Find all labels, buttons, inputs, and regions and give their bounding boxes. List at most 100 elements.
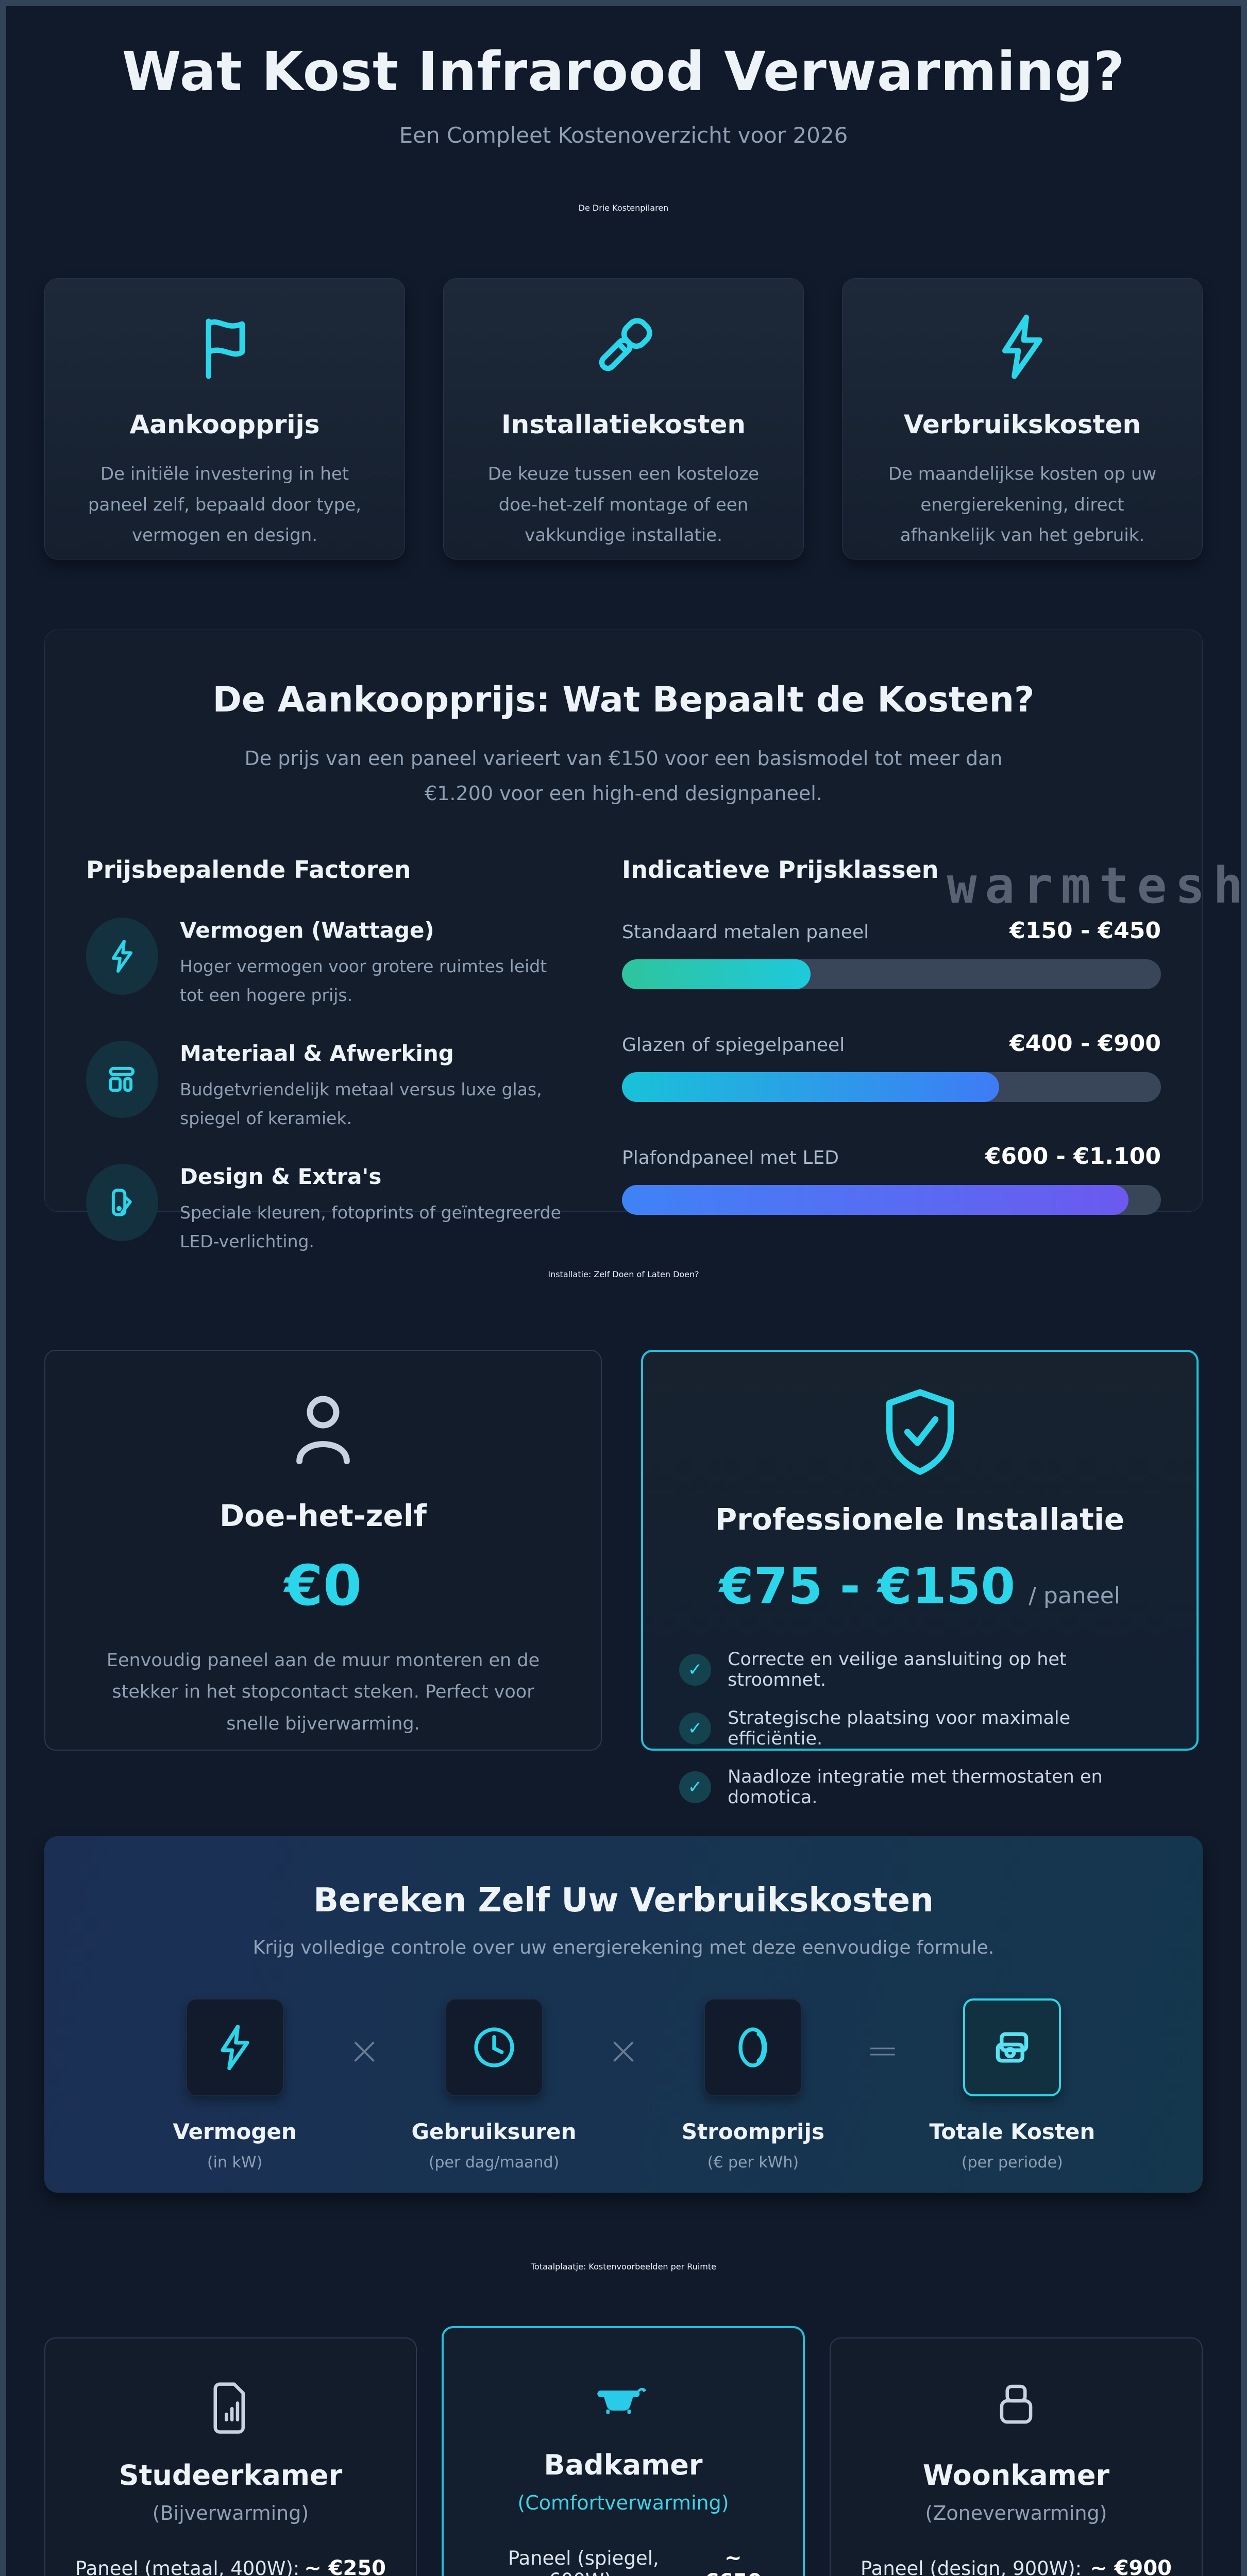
price-bar-label: Standaard metalen paneel bbox=[622, 921, 869, 943]
formula-unit-vermogen: Vermogen (in kW) bbox=[147, 1998, 323, 2172]
pro-check-item: ✓ Correcte en veilige aansluiting op het… bbox=[679, 1649, 1160, 1690]
clock-icon bbox=[445, 1998, 543, 2096]
cost-value: ~ €250 bbox=[304, 2556, 386, 2576]
example-title: Badkamer bbox=[544, 2449, 703, 2481]
example-subtitle: (Comfortverwarming) bbox=[517, 2492, 729, 2514]
pro-check-item: ✓ Strategische plaatsing voor maximale e… bbox=[679, 1708, 1160, 1749]
pro-card: Professionele Installatie €75 - €150 / p… bbox=[641, 1350, 1199, 1808]
cost-label: Paneel (design, 900W): bbox=[861, 2557, 1082, 2576]
check-text: Naadloze integratie met thermostaten en … bbox=[728, 1767, 1103, 1808]
panels-icon bbox=[86, 1040, 158, 1118]
diy-card: Doe-het-zelf €0 Eenvoudig paneel aan de … bbox=[44, 1350, 602, 1751]
price-bar-track bbox=[622, 959, 1161, 989]
euro-coin-icon bbox=[704, 1998, 802, 2096]
cost-row: Paneel (spiegel, 600W): ~ €650 bbox=[474, 2546, 773, 2576]
check-text: Correcte en veilige aansluiting op het s… bbox=[728, 1649, 1067, 1690]
factor-item-design: Design & Extra's Speciale kleuren, fotop… bbox=[86, 1164, 576, 1256]
formula-label: Gebruiksuren bbox=[411, 2119, 577, 2144]
price-bar-range: €150 - €450 bbox=[1009, 917, 1161, 944]
price-bar-fill bbox=[622, 1184, 1129, 1215]
pillar-card-installatiekosten: Installatiekosten De keuze tussen een ko… bbox=[443, 278, 804, 560]
price-bar-range: €600 - €1.100 bbox=[985, 1143, 1161, 1170]
price-bar-fill bbox=[622, 1072, 1000, 1102]
person-icon bbox=[279, 1386, 367, 1473]
factor-text: Budgetvriendelijk metaal versus luxe gla… bbox=[180, 1079, 542, 1129]
formula-sublabel: (in kW) bbox=[207, 2154, 263, 2172]
page-subtitle: Een Compleet Kostenoverzicht voor 2026 bbox=[399, 123, 848, 148]
factors-heading: Prijsbepalende Factoren bbox=[86, 855, 411, 884]
pillar-title: Verbruikskosten bbox=[903, 410, 1141, 439]
pillar-card-aankoopprijs: Aankoopprijs De initiële investering in … bbox=[44, 278, 405, 560]
check-icon: ✓ bbox=[679, 1654, 711, 1686]
purchase-subtitle: De prijs van een paneel varieert van €15… bbox=[244, 747, 1003, 805]
pillars-row: Aankoopprijs De initiële investering in … bbox=[44, 278, 1203, 560]
purchase-title: De Aankoopprijs: Wat Bepaalt de Kosten? bbox=[212, 680, 1035, 720]
example-card-woonkamer: Woonkamer (Zoneverwarming) Paneel (desig… bbox=[830, 2337, 1203, 2576]
lightning-bolt-icon bbox=[989, 311, 1056, 383]
diy-price: €0 bbox=[284, 1554, 362, 1618]
cost-label: Paneel (spiegel, 600W): bbox=[508, 2547, 659, 2576]
cost-row: Paneel (metaal, 400W): ~ €250 bbox=[75, 2556, 386, 2576]
purchase-section: warmtesh De Aankoopprijs: Wat Bepaalt de… bbox=[44, 630, 1241, 1251]
equals-operator: = bbox=[866, 2027, 899, 2073]
formula-sublabel: (per periode) bbox=[961, 2154, 1063, 2172]
cost-row: Paneel (design, 900W): ~ €900 bbox=[861, 2556, 1172, 2576]
check-icon: ✓ bbox=[679, 1713, 711, 1744]
example-subtitle: (Zoneverwarming) bbox=[925, 2502, 1107, 2524]
price-ranges-heading: Indicatieve Prijsklassen bbox=[622, 855, 939, 884]
factor-item-materiaal: Materiaal & Afwerking Budgetvriendelijk … bbox=[86, 1040, 576, 1133]
armchair-icon bbox=[988, 2380, 1044, 2435]
watermark: warmtesh bbox=[947, 857, 1247, 914]
check-icon: ✓ bbox=[679, 1771, 711, 1803]
lightning-bolt-icon bbox=[186, 1998, 284, 2096]
pro-check-item: ✓ Naadloze integratie met thermostaten e… bbox=[679, 1767, 1160, 1808]
diy-text: Eenvoudig paneel aan de muur monteren en… bbox=[106, 1650, 540, 1734]
pillar-text: De initiële investering in het paneel ze… bbox=[88, 464, 362, 546]
pro-price: €75 - €150 bbox=[719, 1557, 1016, 1615]
factor-title: Materiaal & Afwerking bbox=[180, 1040, 454, 1066]
formula-unit-gebruiksuren: Gebruiksuren (per dag/maand) bbox=[407, 1998, 582, 2172]
price-bar-fill bbox=[622, 959, 811, 989]
formula-sublabel: (€ per kWh) bbox=[707, 2154, 799, 2172]
pro-title: Professionele Installatie bbox=[715, 1502, 1125, 1537]
formula-unit-totale-kosten: Totale Kosten (per periode) bbox=[924, 1998, 1100, 2172]
price-bar-group: Standaard metalen paneel €150 - €450 bbox=[622, 918, 1161, 989]
price-factors-column: Prijsbepalende Factoren Vermogen (Wattag… bbox=[86, 856, 576, 1287]
price-bar-range: €400 - €900 bbox=[1009, 1030, 1161, 1057]
example-title: Studeerkamer bbox=[119, 2459, 343, 2492]
file-chart-icon bbox=[203, 2380, 259, 2435]
example-title: Woonkamer bbox=[922, 2459, 1110, 2492]
formula-unit-stroomprijs: Stroomprijs (€ per kWh) bbox=[665, 1998, 840, 2172]
formula-label: Totale Kosten bbox=[929, 2119, 1096, 2144]
header: Wat Kost Infrarood Verwarming? Een Compl… bbox=[6, 40, 1241, 148]
pillars-section-title: De Drie Kostenpilaren bbox=[578, 203, 669, 213]
bathtub-icon bbox=[593, 2369, 654, 2425]
pillar-text: De keuze tussen een kosteloze doe-het-ze… bbox=[487, 464, 760, 546]
pro-price-unit: / paneel bbox=[1029, 1583, 1121, 1609]
formula-sublabel: (per dag/maand) bbox=[428, 2154, 560, 2172]
factor-title: Design & Extra's bbox=[180, 1164, 382, 1190]
page-title: Wat Kost Infrarood Verwarming? bbox=[122, 40, 1125, 103]
factor-text: Hoger vermogen voor grotere ruimtes leid… bbox=[180, 956, 547, 1005]
multiply-operator: × bbox=[348, 2027, 381, 2073]
factor-item-vermogen: Vermogen (Wattage) Hoger vermogen voor g… bbox=[86, 917, 576, 1010]
flag-icon bbox=[191, 311, 258, 383]
example-card-badkamer: Badkamer (Comfortverwarming) Paneel (spi… bbox=[442, 2326, 805, 2576]
shield-check-icon bbox=[875, 1387, 965, 1477]
usage-title: Bereken Zelf Uw Verbruikskosten bbox=[313, 1882, 934, 1920]
price-bar-track bbox=[622, 1072, 1161, 1102]
price-bar-label: Glazen of spiegelpaneel bbox=[622, 1034, 845, 1056]
pillar-card-verbruikskosten: Verbruikskosten De maandelijkse kosten o… bbox=[842, 278, 1203, 560]
examples-section-title: Totaalplaatje: Kostenvoorbeelden per Rui… bbox=[531, 2262, 716, 2272]
diy-title: Doe-het-zelf bbox=[219, 1498, 427, 1533]
swatch-icon bbox=[86, 1164, 158, 1242]
lightning-bolt-icon bbox=[86, 917, 158, 995]
price-bar-label: Plafondpaneel met LED bbox=[622, 1147, 839, 1168]
installation-cards: Doe-het-zelf €0 Eenvoudig paneel aan de … bbox=[44, 1350, 1203, 1808]
multiply-operator: × bbox=[607, 2027, 640, 2073]
usage-subtitle: Krijg volledige controle over uw energie… bbox=[252, 1937, 995, 1958]
pillar-text: De maandelijkse kosten op uw energiereke… bbox=[888, 464, 1157, 546]
banknotes-icon bbox=[963, 1998, 1061, 2096]
example-card-studeerkamer: Studeerkamer (Bijverwarming) Paneel (met… bbox=[44, 2337, 417, 2576]
